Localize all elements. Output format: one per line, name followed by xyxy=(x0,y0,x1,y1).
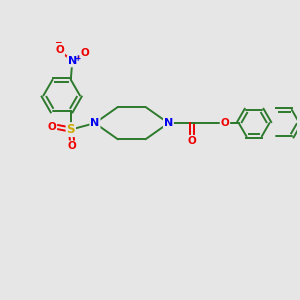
Text: O: O xyxy=(68,141,76,152)
Text: O: O xyxy=(188,136,196,146)
Text: N: N xyxy=(164,118,173,128)
Text: O: O xyxy=(220,118,229,128)
Text: +: + xyxy=(74,54,80,63)
Text: O: O xyxy=(56,45,64,55)
Text: N: N xyxy=(68,56,77,67)
Text: O: O xyxy=(80,48,89,58)
Text: −: − xyxy=(54,38,62,47)
Text: N: N xyxy=(90,118,100,128)
Text: O: O xyxy=(48,122,56,132)
Text: S: S xyxy=(67,123,75,136)
